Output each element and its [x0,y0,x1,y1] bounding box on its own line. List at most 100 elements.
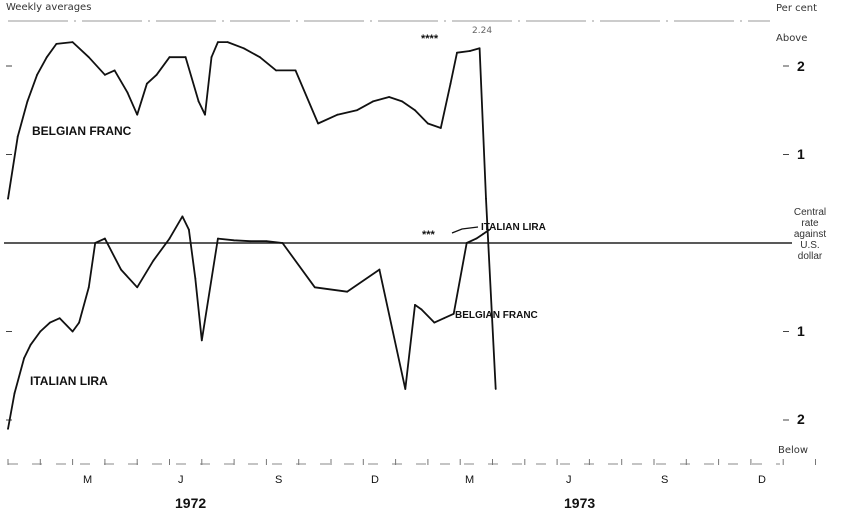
x-month-label-3: S [275,474,283,486]
data-point-italian-lira-4 [39,330,42,333]
data-point-belgian-franc-24 [294,69,297,72]
chart-title: Weekly averages [6,2,92,13]
x-month-label-7: S [661,474,669,486]
data-point-belgian-franc-16 [197,100,200,103]
x-month-label-5: M [465,474,475,486]
below-label: Below [778,445,809,456]
data-point-belgian-franc-31 [414,109,416,112]
data-point-belgian-franc-10 [126,91,129,94]
data-point-belgian-franc-11 [136,113,139,116]
data-point-italian-lira-21 [233,239,236,242]
data-point-italian-lira-10 [94,242,97,244]
data-point-belgian-franc-35 [456,51,458,54]
data-point-belgian-franc-32 [427,122,429,125]
italian-lira-label-1973: ITALIAN LIRA [481,222,546,233]
data-point-italian-lira-19 [200,339,203,342]
data-point-belgian-franc-28 [372,100,374,103]
data-point-italian-lira-31 [433,321,436,324]
data-point-belgian-franc-20 [226,41,229,44]
data-point-belgian-franc-34 [449,82,452,85]
data-point-belgian-franc-12 [145,82,148,85]
central-rate-line-3: against [793,229,827,240]
y-tick-label-below-1: 1 [797,323,805,339]
data-point-italian-lira-11 [104,237,106,240]
data-point-italian-lira-29 [414,304,416,306]
data-point-belgian-franc-15 [184,56,187,59]
data-point-belgian-franc-14 [168,56,171,59]
data-point-belgian-franc-38 [485,197,487,200]
y-axis-label: Per cent [776,3,818,14]
data-point-italian-lira-16 [181,215,184,218]
data-point-belgian-franc-13 [155,73,158,76]
data-point-belgian-franc-36 [468,50,471,52]
y-tick-label-above-1: 1 [797,146,805,162]
data-point-italian-lira-22 [249,240,252,243]
italian-lira-stars: *** [422,229,435,241]
data-point-italian-lira-30 [420,308,423,311]
data-point-belgian-franc-0 [7,197,9,200]
data-point-italian-lira-3 [29,343,32,346]
belgian-franc-label-1972: BELGIAN FRANC [32,124,132,138]
data-point-italian-lira-0 [7,427,9,430]
data-point-belgian-franc-30 [401,100,403,103]
data-point-belgian-franc-17 [204,113,206,116]
data-point-belgian-franc-25 [317,122,319,125]
data-point-italian-lira-14 [152,259,155,262]
value-2-24-note: 2.24 [472,26,493,36]
data-point-italian-lira-23 [265,240,268,243]
central-rate-line-1: Central [793,207,827,218]
data-point-belgian-franc-2 [26,100,29,103]
central-rate-line-2: rate [801,218,819,229]
data-point-italian-lira-33 [452,312,455,315]
series-line-belgian-franc [7,41,497,390]
data-point-belgian-franc-5 [55,42,58,45]
data-point-italian-lira-13 [136,286,139,289]
data-point-italian-lira-26 [346,290,349,293]
italian-lira-pointer [451,226,479,234]
data-point-italian-lira-27 [378,268,381,271]
data-point-italian-lira-25 [313,286,316,289]
data-point-italian-lira-24 [281,242,284,244]
above-label: Above [776,33,808,44]
data-point-italian-lira-18 [194,277,197,280]
central-rate-line-4: U.S. [800,240,820,251]
x-month-label-4: D [371,474,379,486]
data-point-italian-lira-8 [78,321,80,324]
data-point-italian-lira-35 [475,237,478,240]
data-point-italian-lira-36 [481,233,484,236]
x-month-label-6: J [566,474,572,486]
data-point-belgian-franc-3 [36,73,38,76]
data-point-belgian-franc-19 [217,41,219,44]
data-point-belgian-franc-22 [259,56,261,59]
data-point-belgian-franc-9 [113,69,116,72]
belgian-franc-label-1973: BELGIAN FRANC [455,310,538,321]
data-point-belgian-franc-39 [494,388,497,390]
data-point-italian-lira-28 [404,388,407,390]
data-point-belgian-franc-27 [355,109,358,112]
data-point-italian-lira-2 [23,357,26,359]
data-point-italian-lira-37 [488,228,491,231]
y-tick-label-below-2: 2 [797,411,805,427]
italian-lira-label-1972: ITALIAN LIRA [30,374,108,388]
data-point-italian-lira-5 [49,321,51,324]
central-rate-label: Central rate against U.S. dollar [780,207,840,262]
data-point-belgian-franc-1 [16,135,19,138]
data-point-italian-lira-17 [187,228,190,231]
x-month-label-8: D [758,474,766,486]
data-point-italian-lira-20 [217,237,219,240]
data-point-italian-lira-15 [168,237,171,240]
data-point-belgian-franc-7 [87,56,90,59]
data-point-belgian-franc-6 [71,41,74,44]
data-point-belgian-franc-4 [45,56,48,59]
central-rate-line-5: dollar [797,251,823,262]
year-label-1973: 1973 [564,495,596,511]
data-point-italian-lira-34 [465,242,468,244]
data-point-italian-lira-1 [13,392,16,395]
data-point-italian-lira-9 [87,286,90,289]
data-point-belgian-franc-18 [210,56,213,59]
data-point-belgian-franc-37 [478,47,481,50]
y-tick-label-above-2: 2 [797,58,805,74]
data-point-belgian-franc-23 [275,69,277,72]
data-point-belgian-franc-21 [242,47,245,50]
